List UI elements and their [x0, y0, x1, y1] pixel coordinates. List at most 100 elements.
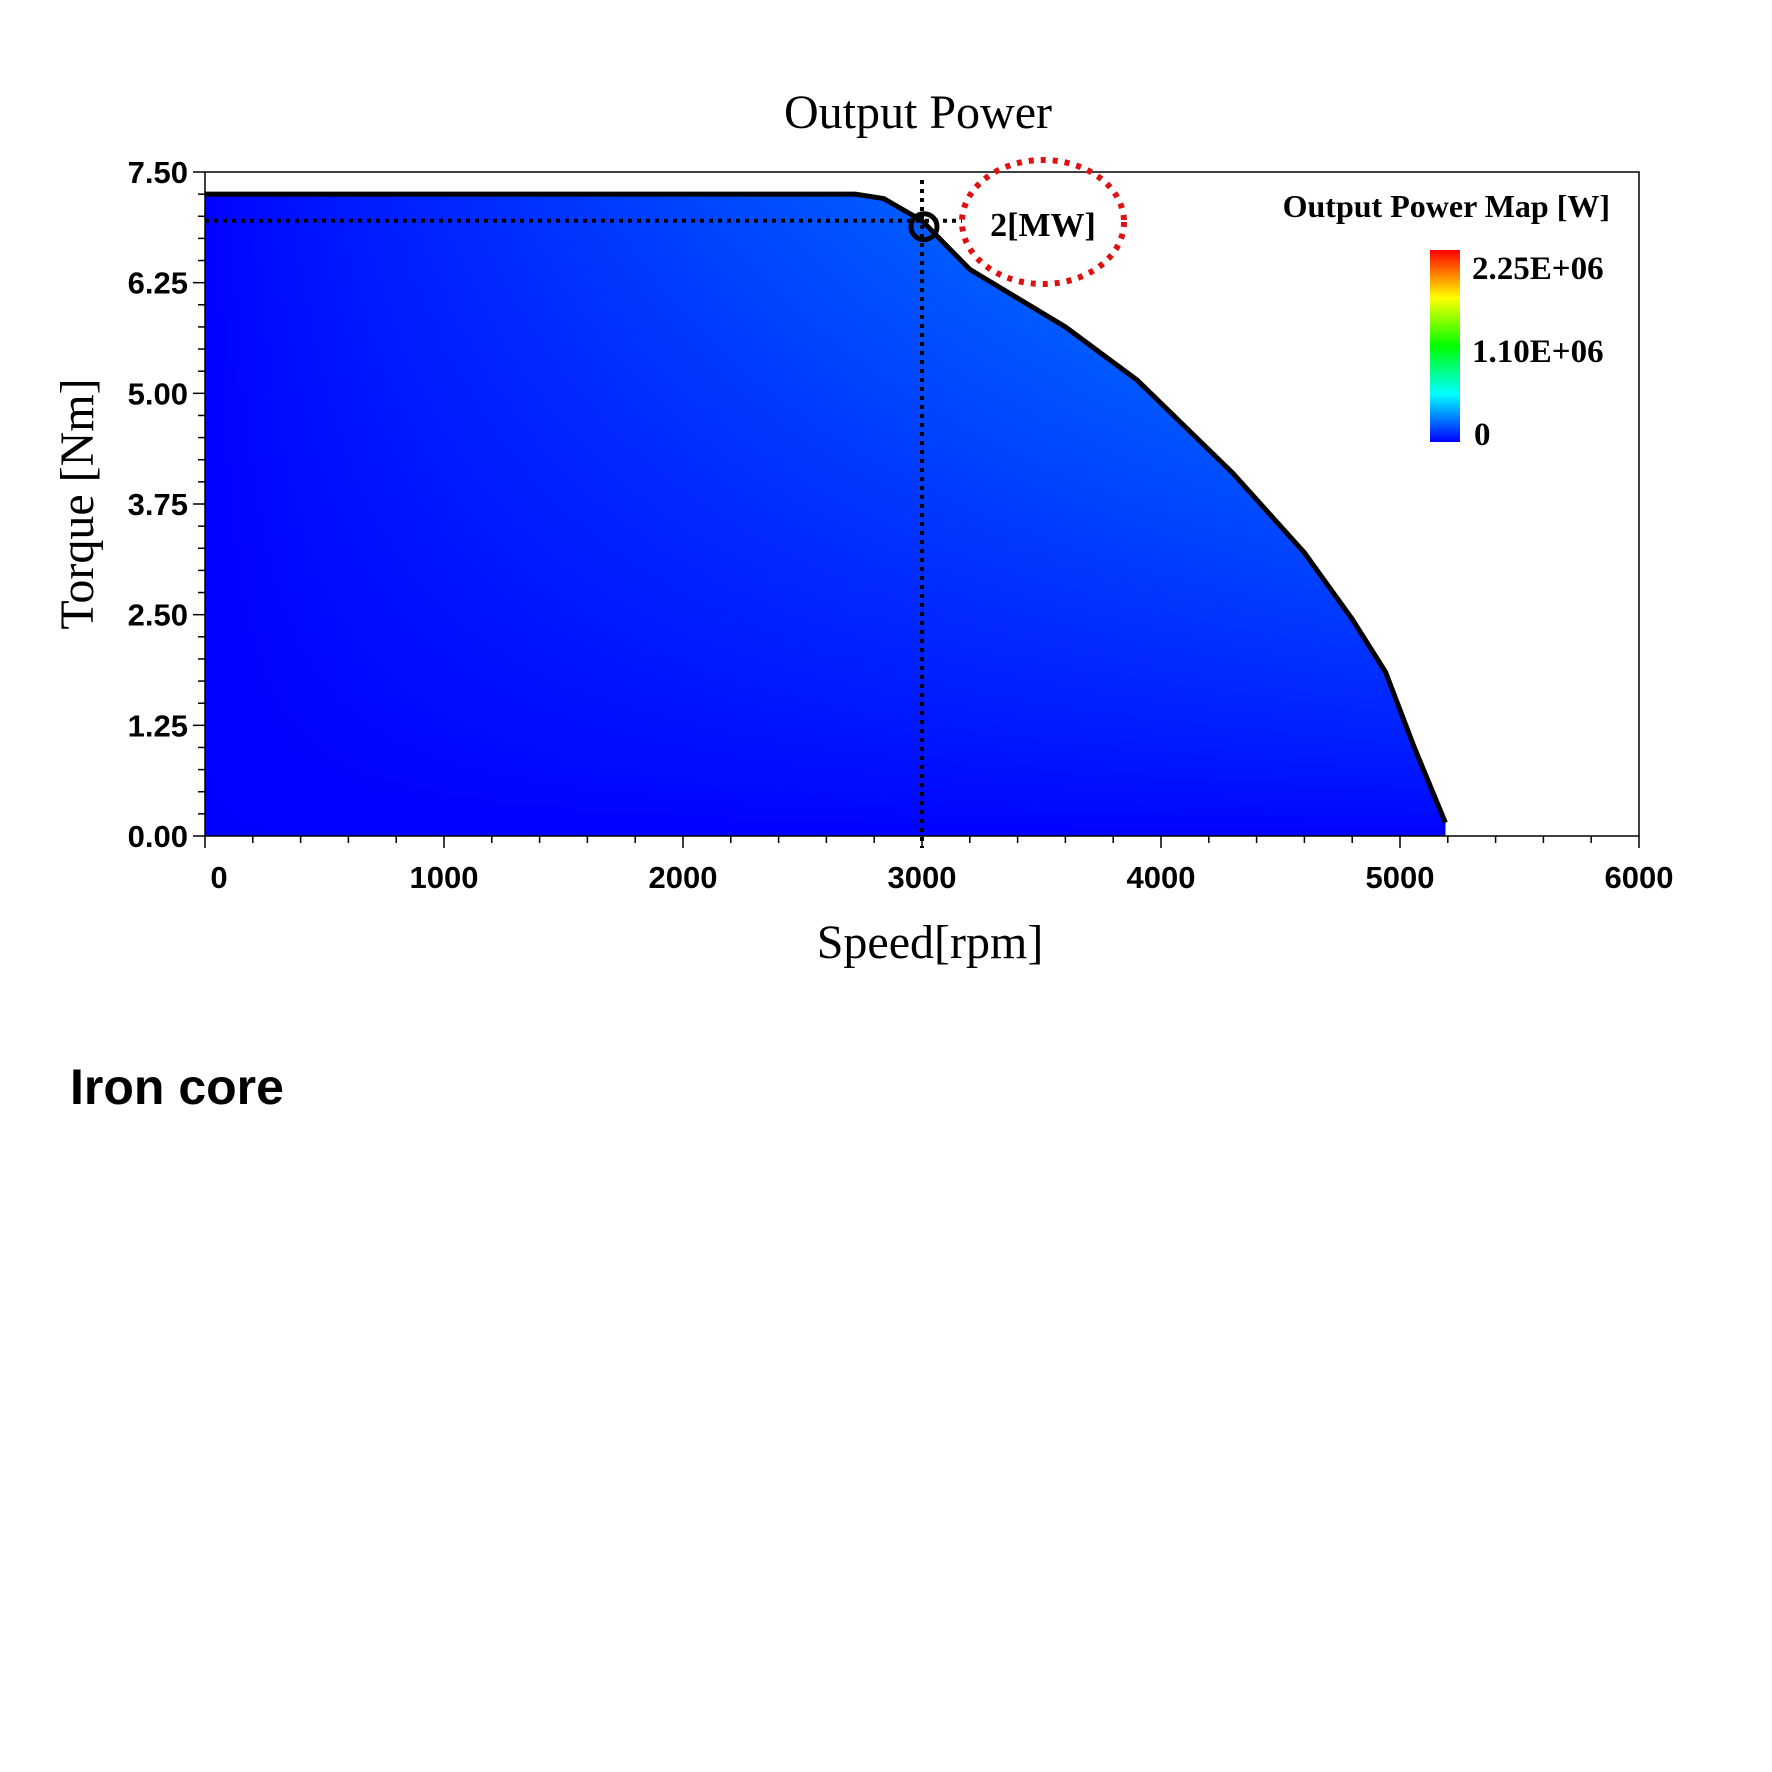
heatmap-cell — [661, 716, 670, 725]
heatmap-cell — [269, 340, 278, 349]
heatmap-cell — [573, 812, 582, 821]
heatmap-cell — [517, 268, 526, 277]
heatmap-cell — [413, 804, 422, 813]
heatmap-cell — [453, 612, 462, 621]
heatmap-cell — [573, 428, 582, 437]
heatmap-cell — [205, 452, 214, 461]
heatmap-cell — [669, 228, 678, 237]
heatmap-cell — [493, 820, 502, 829]
heatmap-cell — [421, 812, 430, 821]
heatmap-cell — [205, 324, 214, 333]
heatmap-cell — [437, 596, 446, 605]
heatmap-cell — [421, 644, 430, 653]
heatmap-cell — [373, 292, 382, 301]
heatmap-cell — [221, 260, 230, 269]
heatmap-cell — [485, 244, 494, 253]
heatmap-cell — [421, 460, 430, 469]
heatmap-cell — [333, 204, 342, 213]
heatmap-cell — [549, 684, 558, 693]
heatmap-cell — [581, 404, 590, 413]
heatmap-cell — [397, 524, 406, 533]
heatmap-cell — [645, 516, 654, 525]
heatmap-cell — [453, 316, 462, 325]
heatmap-cell — [573, 652, 582, 661]
heatmap-cell — [629, 196, 638, 205]
heatmap-cell — [317, 452, 326, 461]
heatmap-cell — [365, 516, 374, 525]
heatmap-cell — [285, 724, 294, 733]
heatmap-cell — [293, 620, 302, 629]
heatmap-cell — [533, 412, 542, 421]
heatmap-cell — [397, 420, 406, 429]
heatmap-cell — [421, 396, 430, 405]
heatmap-cell — [541, 772, 550, 781]
heatmap-cell — [461, 356, 470, 365]
heatmap-cell — [493, 268, 502, 277]
heatmap-cell — [597, 780, 606, 789]
heatmap-cell — [413, 348, 422, 357]
heatmap-cell — [613, 484, 622, 493]
heatmap-cell — [645, 476, 654, 485]
heatmap-cell — [669, 196, 678, 205]
heatmap-cell — [573, 556, 582, 565]
heatmap-cell — [413, 316, 422, 325]
heatmap-cell — [213, 220, 222, 229]
heatmap-cell — [629, 692, 638, 701]
heatmap-cell — [253, 268, 262, 277]
heatmap-cell — [525, 628, 534, 637]
heatmap-cell — [517, 316, 526, 325]
heatmap-cell — [221, 412, 230, 421]
heatmap-cell — [661, 612, 670, 621]
heatmap-cell — [213, 420, 222, 429]
heatmap-cell — [509, 740, 518, 749]
heatmap-cell — [669, 812, 678, 821]
heatmap-cell — [453, 684, 462, 693]
heatmap-cell — [397, 284, 406, 293]
heatmap-cell — [549, 220, 558, 229]
heatmap-cell — [645, 348, 654, 357]
heatmap-cell — [261, 564, 270, 573]
heatmap-cell — [309, 820, 318, 829]
heatmap-cell — [445, 644, 454, 653]
heatmap-cell — [333, 820, 342, 829]
heatmap-cell — [213, 300, 222, 309]
heatmap-cell — [413, 668, 422, 677]
heatmap-cell — [205, 564, 214, 573]
heatmap-cell — [309, 228, 318, 237]
heatmap-cell — [613, 428, 622, 437]
heatmap-cell — [501, 652, 510, 661]
heatmap-cell — [453, 396, 462, 405]
heatmap-cell — [573, 476, 582, 485]
heatmap-cell — [485, 636, 494, 645]
heatmap-cell — [621, 732, 630, 741]
heatmap-cell — [501, 612, 510, 621]
heatmap-cell — [245, 788, 254, 797]
heatmap-cell — [301, 708, 310, 717]
heatmap-cell — [317, 812, 326, 821]
heatmap-cell — [669, 508, 678, 517]
heatmap-cell — [357, 796, 366, 805]
heatmap-cell — [261, 548, 270, 557]
heatmap-cell — [301, 740, 310, 749]
heatmap-cell — [309, 780, 318, 789]
heatmap-cell — [221, 244, 230, 253]
heatmap-cell — [453, 588, 462, 597]
heatmap-cell — [661, 540, 670, 549]
heatmap-cell — [597, 196, 606, 205]
heatmap-cell — [405, 484, 414, 493]
heatmap-cell — [661, 580, 670, 589]
heatmap-cell — [309, 788, 318, 797]
heatmap-cell — [469, 316, 478, 325]
heatmap-cell — [325, 700, 334, 709]
heatmap-cell — [373, 476, 382, 485]
heatmap-cell — [325, 532, 334, 541]
heatmap-cell — [589, 268, 598, 277]
heatmap-cell — [613, 260, 622, 269]
heatmap-cell — [557, 772, 566, 781]
heatmap-cell — [277, 732, 286, 741]
heatmap-cell — [253, 532, 262, 541]
heatmap-cell — [277, 268, 286, 277]
heatmap-cell — [485, 180, 494, 189]
heatmap-cell — [429, 436, 438, 445]
heatmap-cell — [397, 828, 406, 837]
